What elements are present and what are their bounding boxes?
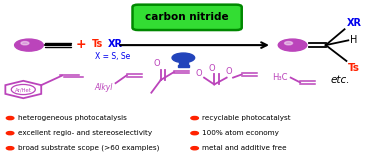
Text: H₃C: H₃C bbox=[272, 73, 287, 82]
Text: XR: XR bbox=[346, 18, 361, 28]
Text: H: H bbox=[350, 35, 357, 45]
Text: Alkyl: Alkyl bbox=[95, 83, 113, 92]
Circle shape bbox=[6, 132, 14, 135]
Text: recyclable photocatalyst: recyclable photocatalyst bbox=[202, 115, 291, 121]
Circle shape bbox=[285, 41, 293, 45]
Text: carbon nitride: carbon nitride bbox=[145, 12, 229, 22]
Text: O: O bbox=[154, 59, 160, 68]
Circle shape bbox=[6, 147, 14, 150]
Circle shape bbox=[278, 39, 307, 51]
Text: excellent regio- and stereoselectivity: excellent regio- and stereoselectivity bbox=[18, 130, 152, 136]
Text: O: O bbox=[226, 67, 232, 76]
Circle shape bbox=[191, 116, 198, 120]
Text: heterogeneous photocatalysis: heterogeneous photocatalysis bbox=[18, 115, 127, 121]
Text: metal and additive free: metal and additive free bbox=[202, 145, 287, 151]
Text: O: O bbox=[208, 64, 215, 73]
Text: X = S, Se: X = S, Se bbox=[95, 52, 130, 61]
Circle shape bbox=[21, 41, 29, 45]
Text: +: + bbox=[76, 38, 86, 51]
Text: 100% atom economy: 100% atom economy bbox=[202, 130, 279, 136]
Circle shape bbox=[191, 147, 198, 150]
Bar bbox=[179, 57, 188, 66]
Circle shape bbox=[191, 132, 198, 135]
FancyBboxPatch shape bbox=[133, 5, 242, 30]
Text: etc.: etc. bbox=[330, 75, 350, 85]
Circle shape bbox=[6, 116, 14, 120]
Text: Ts: Ts bbox=[92, 39, 104, 48]
Text: XR: XR bbox=[108, 39, 123, 48]
Circle shape bbox=[15, 39, 43, 51]
Text: Ar/Het: Ar/Het bbox=[15, 87, 32, 92]
Text: O: O bbox=[195, 69, 202, 78]
Text: Ts: Ts bbox=[347, 63, 359, 72]
Circle shape bbox=[172, 53, 195, 63]
Bar bbox=[178, 65, 189, 67]
Text: broad substrate scope (>60 examples): broad substrate scope (>60 examples) bbox=[18, 145, 159, 152]
